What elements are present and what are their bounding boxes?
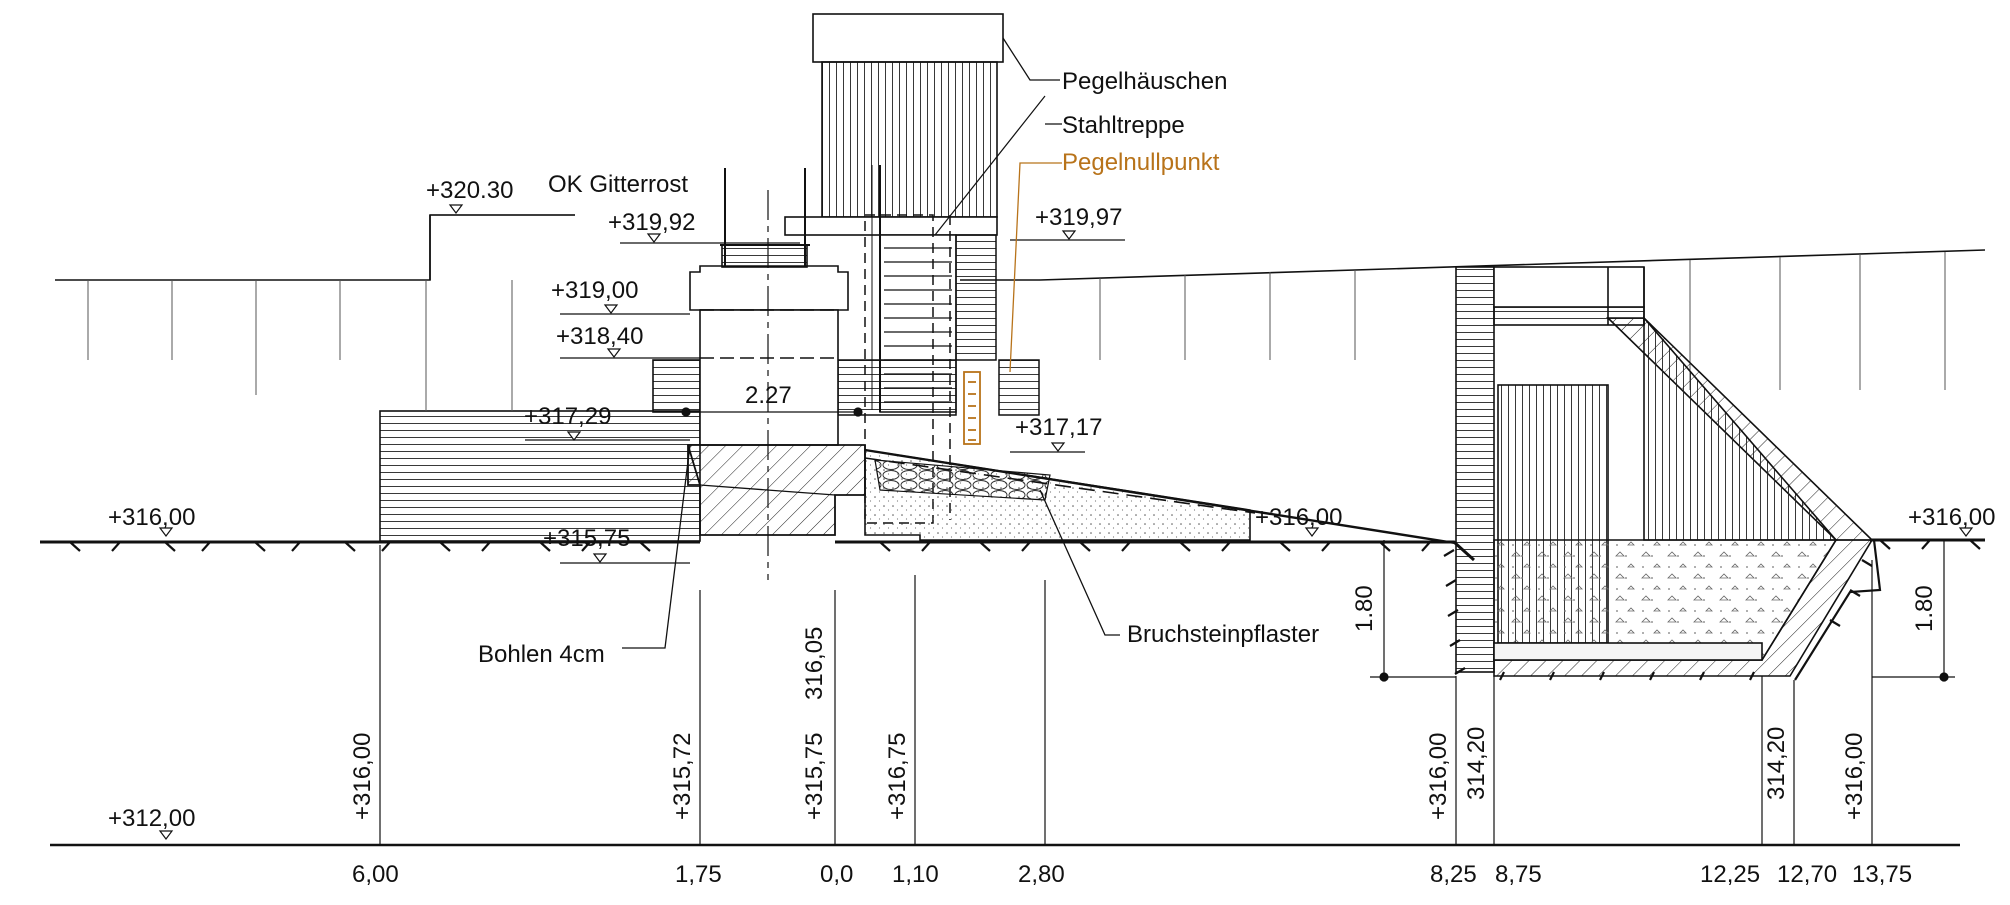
- elevation-316-00-left: +316,00: [108, 504, 195, 531]
- vlabel-316-75: +316,75: [884, 733, 911, 820]
- right-embankment: [960, 249, 1986, 390]
- span-dimension: [681, 407, 863, 417]
- label-stahltreppe: Stahltreppe: [1062, 112, 1185, 139]
- gauge-well: [689, 168, 849, 580]
- channel-structure: [1455, 266, 1874, 677]
- staircase-shaft: [837, 95, 1046, 524]
- station-label: 13,75: [1852, 861, 1912, 888]
- vlabel-314-20-a: 314,20: [1463, 727, 1490, 800]
- elevation-markers: [158, 204, 1974, 840]
- ground-line: [40, 538, 1985, 681]
- elevation-316-00-right: +316,00: [1908, 504, 1995, 531]
- vlabel-316-05: 316,05: [801, 627, 828, 700]
- station-label: 8,25: [1430, 861, 1477, 888]
- label-pegelhaeuschen: Pegelhäuschen: [1062, 68, 1227, 95]
- elevation-319-92: +319,92: [608, 209, 695, 236]
- label-pegelnullpunkt: Pegelnullpunkt: [1062, 149, 1220, 176]
- depth-label-right: 1.80: [1911, 585, 1938, 632]
- elevation-318-40: +318,40: [556, 323, 643, 350]
- riprap-ramp: [864, 448, 1456, 545]
- station-label: 12,70: [1777, 861, 1837, 888]
- vlabel-316-00-b: +316,00: [1425, 733, 1452, 820]
- station-label: 8,75: [1495, 861, 1542, 888]
- station-label: 6,00: [352, 861, 399, 888]
- elevation-319-97: +319,97: [1035, 204, 1122, 231]
- elevation-319-00: +319,00: [551, 277, 638, 304]
- station-label: 12,25: [1700, 861, 1760, 888]
- elevation-312-00: +312,00: [108, 805, 195, 832]
- depth-dimensions: [1370, 540, 1955, 682]
- gauge-house: [784, 13, 1004, 236]
- vlabel-316-00-c: +316,00: [1841, 733, 1868, 820]
- foundation: [687, 444, 866, 536]
- station-label: 0,0: [820, 861, 853, 888]
- label-bohlen: Bohlen 4cm: [478, 641, 605, 668]
- vlabel-314-20-b: 314,20: [1763, 727, 1790, 800]
- label-ok-gitterrost: OK Gitterrost: [548, 171, 688, 198]
- elevation-320-30: +320.30: [426, 177, 513, 204]
- vlabel-315-75: +315,75: [801, 733, 828, 820]
- left-embankment: [55, 214, 701, 542]
- elevation-317-17: +317,17: [1015, 414, 1102, 441]
- vlabel-316-00-a: +316,00: [349, 733, 376, 820]
- callout-leaders: [622, 37, 1120, 649]
- vlabel-315-72: +315,72: [669, 733, 696, 820]
- elevation-316-00-mid: +316,00: [1255, 504, 1342, 531]
- station-lines: [379, 545, 1873, 845]
- station-label: 1,10: [892, 861, 939, 888]
- station-label: 2,80: [1018, 861, 1065, 888]
- staff-gauge: [963, 371, 981, 445]
- elevation-315-75: +315,75: [543, 525, 630, 552]
- label-span: 2.27: [745, 382, 792, 409]
- station-label: 1,75: [675, 861, 722, 888]
- elevation-317-29: +317,29: [524, 403, 611, 430]
- label-bruchsteinpflaster: Bruchsteinpflaster: [1127, 621, 1319, 648]
- depth-label-left: 1.80: [1351, 585, 1378, 632]
